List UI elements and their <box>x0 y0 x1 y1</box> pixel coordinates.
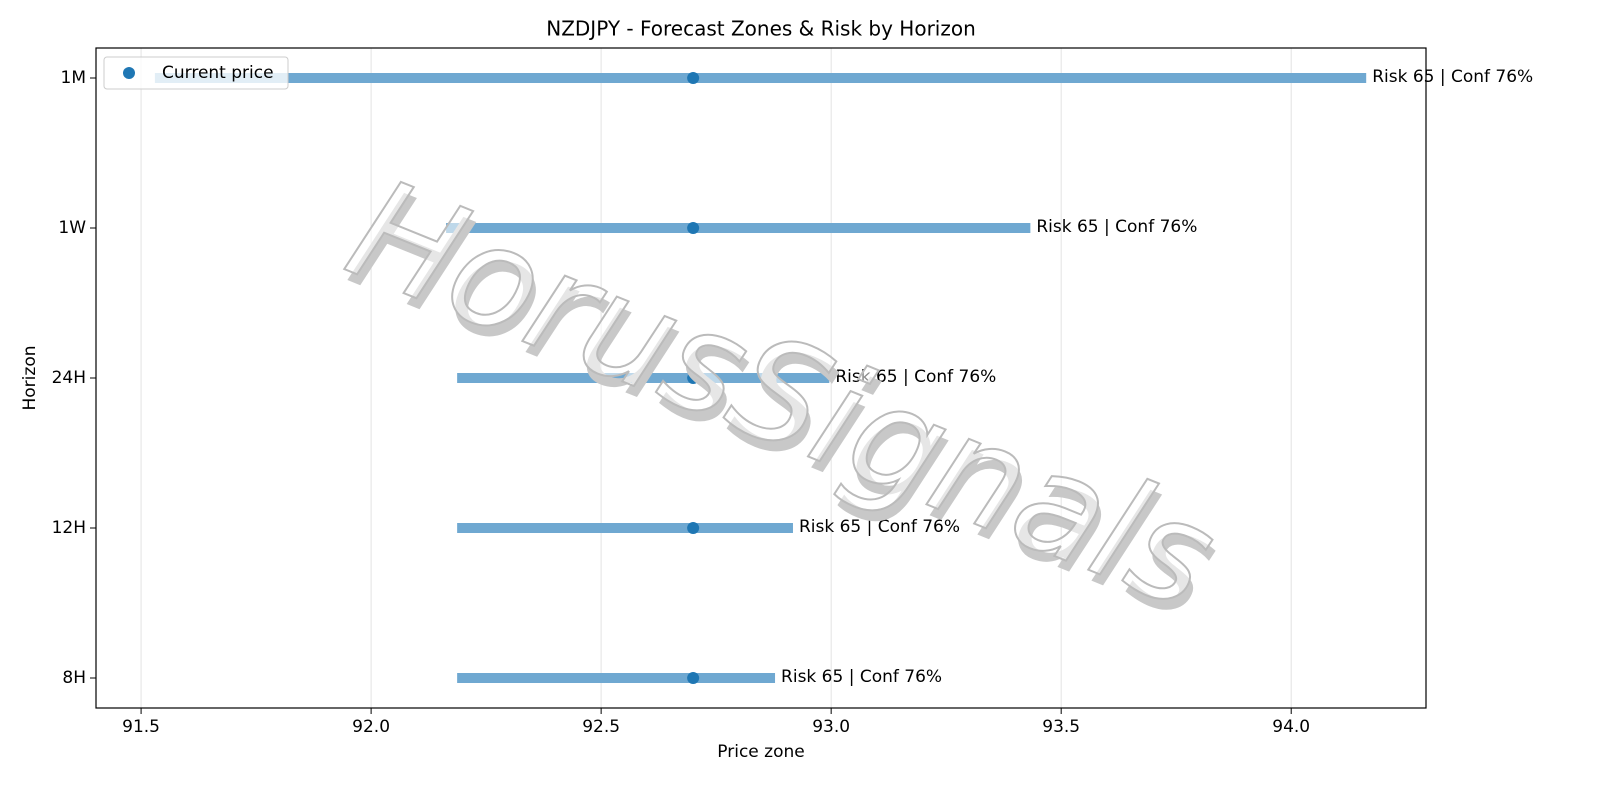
range-bar <box>457 373 830 383</box>
legend-box <box>103 56 289 90</box>
marks: Risk 65 | Conf 76% Risk 65 | Conf 76% Risk… <box>154 67 1533 687</box>
plot-frame <box>95 47 1427 709</box>
range-bar <box>154 73 1367 83</box>
risk-annotation: Risk 65 | Conf 76% <box>835 367 996 387</box>
x-tick-label: 92.0 <box>352 717 390 737</box>
risk-annotation: Risk 65 | Conf 76% <box>1036 217 1197 237</box>
y-tick-label: 24H <box>52 368 86 388</box>
y-tick-label: 12H <box>52 518 86 538</box>
chart-title: NZDJPY - Forecast Zones & Risk by Horizo… <box>546 17 976 41</box>
current-price-point <box>687 522 700 534</box>
risk-annotation: Risk 65 | Conf 76% <box>799 517 960 537</box>
y-tick-label: 1M <box>61 68 86 88</box>
x-tick-label: 91.5 <box>122 717 160 737</box>
x-axis-label: Price zone <box>717 742 804 762</box>
x-tick-label: 94.0 <box>1272 717 1310 737</box>
current-price-point <box>687 222 700 234</box>
grid: 91.5 92.0 92.5 93.0 93.5 94.0 1M 1W 24H 12H 8H <box>52 48 1310 737</box>
y-tick-label: 1W <box>58 218 86 238</box>
x-tick-label: 93.5 <box>1042 717 1080 737</box>
legend-label: Current price <box>162 63 274 83</box>
y-tick-label: 8H <box>62 668 86 688</box>
y-axis-label: Horizon <box>20 346 40 411</box>
x-tick-label: 93.0 <box>812 717 850 737</box>
current-price-point <box>687 672 700 684</box>
legend: Current price <box>103 56 289 90</box>
range-bar <box>446 223 1031 233</box>
current-price-point <box>687 72 700 84</box>
risk-annotation: Risk 65 | Conf 76% <box>1372 67 1533 87</box>
current-price-point <box>687 372 700 384</box>
range-bar <box>457 523 793 533</box>
risk-annotation: Risk 65 | Conf 76% <box>781 667 942 687</box>
range-bar <box>457 673 776 683</box>
legend-marker <box>123 67 135 79</box>
x-tick-label: 92.5 <box>582 717 620 737</box>
